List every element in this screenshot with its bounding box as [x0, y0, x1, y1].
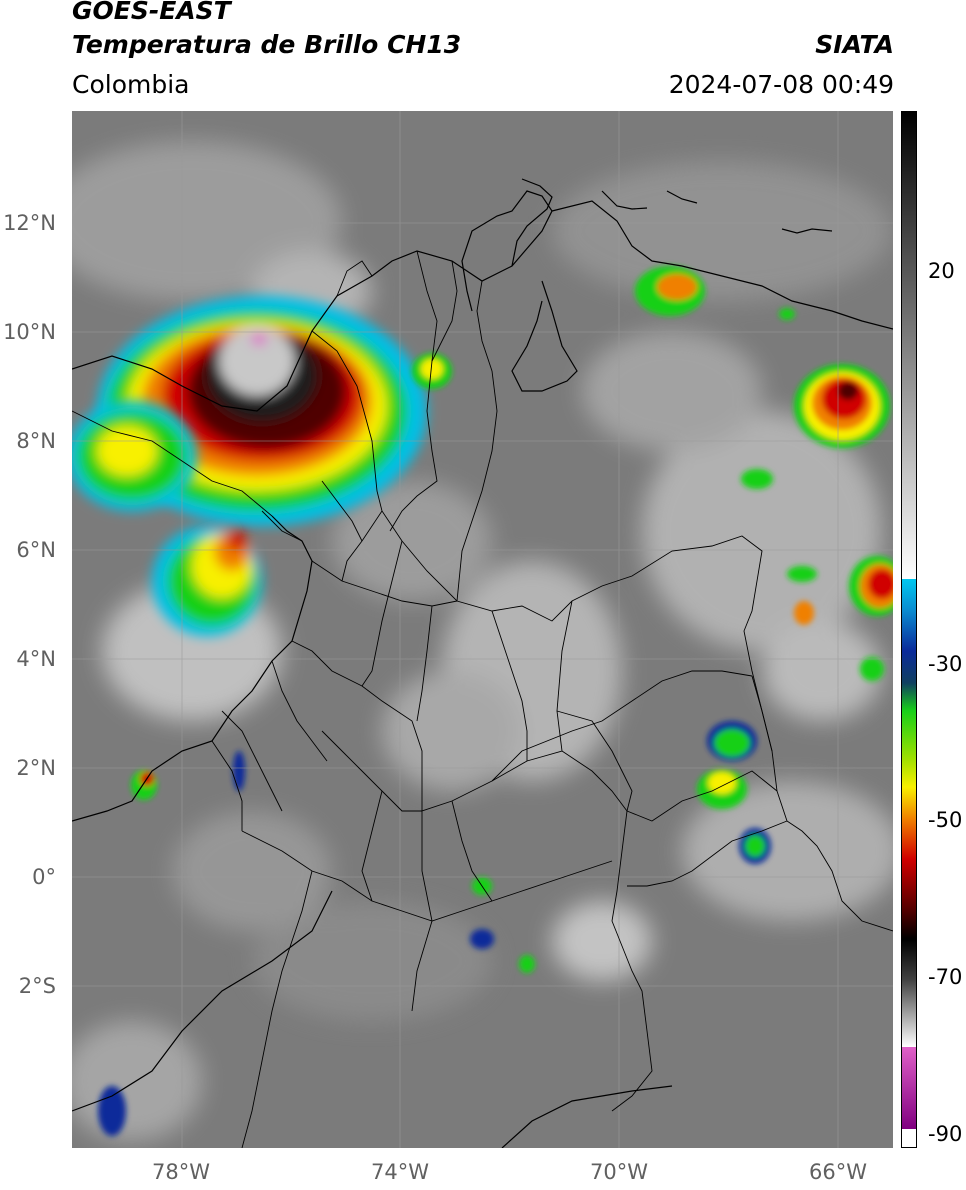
gridlines [72, 111, 893, 1148]
lat-label: 10°N [3, 320, 56, 344]
lat-label: 2°N [16, 756, 56, 780]
timestamp-label: 2024-07-08 00:49 [668, 70, 894, 99]
colorbar-tick-label: -50 [928, 808, 963, 832]
coastlines [72, 178, 893, 1148]
storm-system-east [794, 364, 893, 616]
lon-label: 70°W [590, 1160, 648, 1184]
lat-label: 4°N [16, 647, 56, 671]
title-line2: Temperatura de Brillo CH13 [72, 30, 462, 59]
storm-western-lobe [72, 401, 197, 511]
gray-cloud-fields [72, 141, 893, 1141]
lat-label: 2°S [18, 974, 56, 998]
lon-label: 66°W [809, 1160, 867, 1184]
organization-label: SIATA [815, 30, 894, 59]
colorbar-tick-label: -90 [928, 1122, 963, 1146]
lon-label: 78°W [152, 1160, 210, 1184]
lat-label: 8°N [16, 429, 56, 453]
lon-label: 74°W [371, 1160, 429, 1184]
colorbar-tick-label: -70 [928, 965, 963, 989]
region-label: Colombia [72, 70, 190, 99]
title-line1: GOES-EAST [72, 0, 231, 25]
borders [72, 250, 893, 1148]
lat-label: 12°N [3, 211, 56, 235]
lat-label: 6°N [16, 538, 56, 562]
storm-southern-lobe [152, 526, 262, 636]
colorbar [901, 111, 917, 1148]
colorbar-tick-label: 20 [928, 259, 955, 283]
lat-label: 0° [32, 865, 56, 889]
colorbar-tick-label: -30 [928, 652, 963, 676]
satellite-map [72, 111, 893, 1148]
